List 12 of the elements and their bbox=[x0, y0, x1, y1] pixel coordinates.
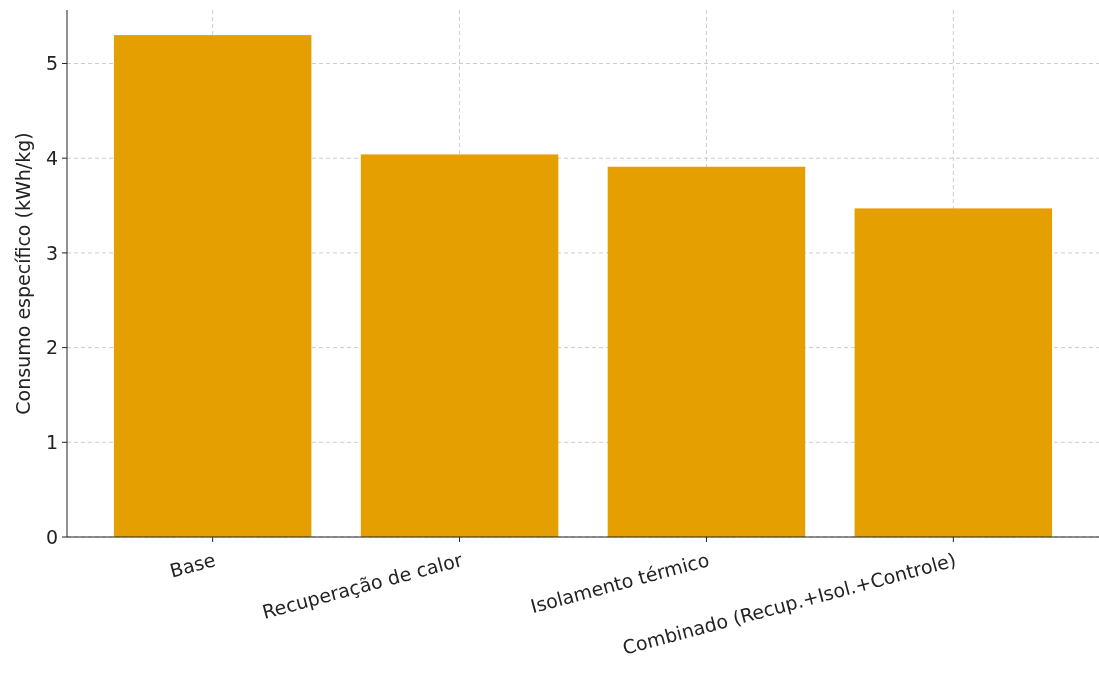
y-tick-label: 3 bbox=[45, 241, 58, 264]
y-tick-label: 1 bbox=[45, 430, 58, 453]
bar bbox=[607, 166, 806, 537]
y-tick-label: 5 bbox=[45, 52, 58, 75]
bar bbox=[854, 208, 1053, 537]
x-tick-label: Base bbox=[167, 548, 218, 582]
y-tick-label: 2 bbox=[45, 336, 58, 359]
bar bbox=[113, 35, 312, 537]
y-axis-title: Consumo específico (kWh/kg) bbox=[12, 132, 34, 415]
y-tick-label: 4 bbox=[45, 146, 58, 169]
y-tick-label: 0 bbox=[45, 525, 58, 548]
bar bbox=[360, 154, 559, 537]
